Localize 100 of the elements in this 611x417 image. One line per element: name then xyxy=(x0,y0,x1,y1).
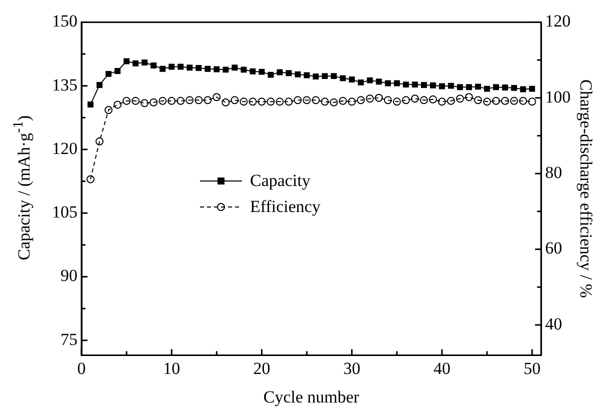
y2-tick-label: 40 xyxy=(545,314,562,334)
x-tick-label: 0 xyxy=(77,358,86,378)
y-tick-label: 150 xyxy=(52,12,78,31)
point xyxy=(96,137,104,146)
point xyxy=(322,73,328,80)
point xyxy=(376,78,382,85)
point xyxy=(492,96,500,105)
y2-tick-label: 80 xyxy=(545,163,562,182)
point xyxy=(258,68,265,75)
point xyxy=(448,82,454,89)
point xyxy=(132,96,140,105)
point xyxy=(374,94,383,102)
point xyxy=(158,96,167,105)
point xyxy=(124,58,130,64)
point xyxy=(520,86,526,92)
point xyxy=(232,64,238,71)
point xyxy=(114,68,121,74)
point xyxy=(176,96,185,105)
point xyxy=(465,93,474,102)
point xyxy=(475,84,481,90)
point xyxy=(384,80,391,86)
point xyxy=(348,98,356,106)
point xyxy=(186,96,194,104)
x-axis-title: Cycle number xyxy=(263,387,360,406)
point xyxy=(240,66,247,73)
point xyxy=(519,96,528,105)
point xyxy=(268,72,274,78)
point xyxy=(286,70,292,76)
point xyxy=(392,98,401,106)
point xyxy=(150,98,158,106)
point xyxy=(394,80,400,86)
x-tick-label: 10 xyxy=(163,358,180,378)
point xyxy=(456,94,464,103)
point xyxy=(88,102,94,108)
point xyxy=(466,84,472,90)
point xyxy=(340,75,346,82)
y2-tick-label: 100 xyxy=(545,87,571,106)
point xyxy=(420,96,428,104)
point xyxy=(140,99,149,108)
point xyxy=(502,84,508,91)
y2-axis-title: Charge-discharge efficiency / % xyxy=(576,79,596,298)
point xyxy=(168,64,175,70)
point xyxy=(384,96,392,104)
point xyxy=(266,98,275,106)
point xyxy=(330,98,338,106)
x-tick-label: 20 xyxy=(253,358,270,378)
point xyxy=(501,96,510,105)
point xyxy=(302,96,311,104)
point xyxy=(446,96,455,105)
point xyxy=(122,96,131,105)
point xyxy=(358,79,364,86)
point xyxy=(258,98,266,106)
point xyxy=(142,60,148,66)
point xyxy=(428,95,437,104)
point xyxy=(529,86,536,92)
point xyxy=(204,66,211,72)
point xyxy=(474,96,482,104)
point xyxy=(366,94,374,103)
point xyxy=(511,84,518,91)
y-tick-label: 120 xyxy=(52,138,78,158)
point xyxy=(294,96,302,104)
legend-label: Efficiency xyxy=(250,197,320,217)
point xyxy=(96,82,102,88)
point xyxy=(178,64,184,70)
point xyxy=(312,96,320,104)
point xyxy=(457,84,463,90)
point xyxy=(230,96,239,104)
point xyxy=(420,82,427,88)
point xyxy=(196,65,202,71)
point xyxy=(320,98,329,106)
point xyxy=(248,98,257,106)
legend-label: Capacity xyxy=(250,171,310,191)
point xyxy=(356,96,365,104)
point xyxy=(438,98,446,106)
point xyxy=(412,82,418,88)
point xyxy=(212,93,221,102)
point xyxy=(338,96,347,105)
point xyxy=(483,98,492,106)
point xyxy=(168,96,176,105)
point xyxy=(366,77,373,84)
point xyxy=(214,66,220,72)
point xyxy=(250,68,256,74)
point xyxy=(276,98,284,106)
point xyxy=(284,98,293,106)
point xyxy=(430,82,436,88)
y-tick-label: 135 xyxy=(52,75,78,94)
point xyxy=(312,74,319,80)
point xyxy=(114,100,122,109)
point xyxy=(150,62,157,68)
point xyxy=(222,66,229,73)
y-tick-label: 75 xyxy=(60,330,78,349)
point xyxy=(402,82,409,88)
x-tick-label: 30 xyxy=(343,358,360,378)
point xyxy=(410,94,419,103)
point xyxy=(493,84,500,90)
y2-tick-label: 120 xyxy=(545,12,571,31)
point xyxy=(294,71,301,78)
point xyxy=(186,64,193,71)
point xyxy=(330,73,337,80)
point xyxy=(104,106,113,114)
